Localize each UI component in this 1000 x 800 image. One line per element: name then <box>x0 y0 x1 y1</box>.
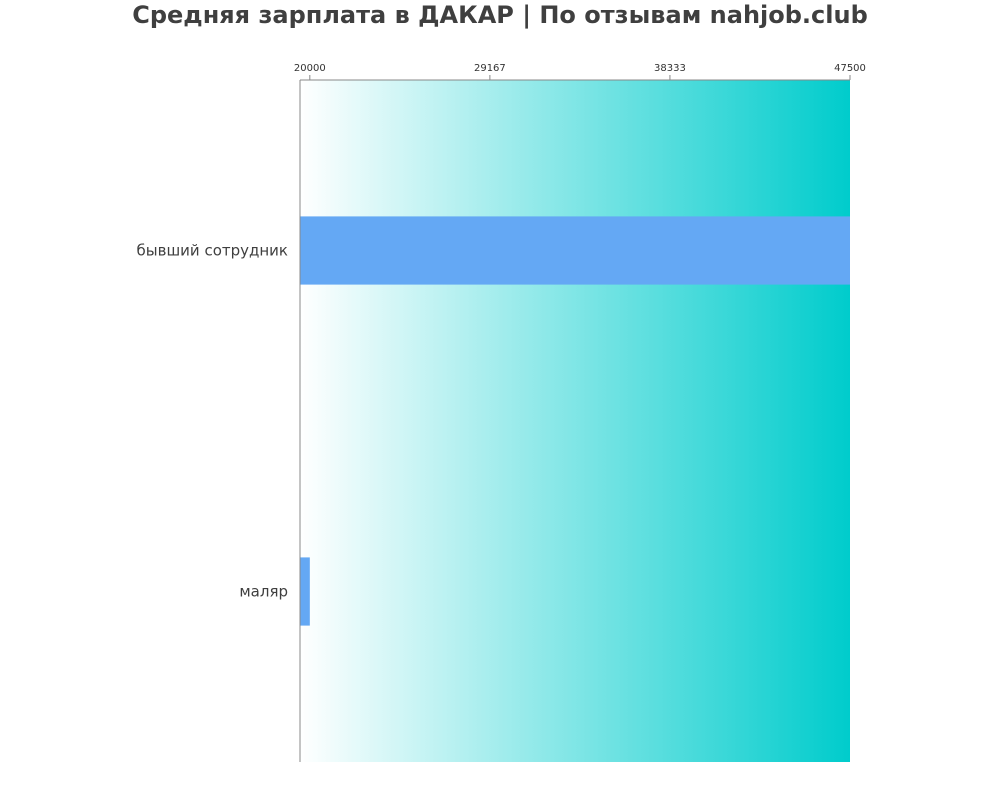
x-tick-label: 20000 <box>294 63 326 74</box>
chart-title: Средняя зарплата в ДАКАР | По отзывам na… <box>132 1 868 29</box>
x-tick-label: 47500 <box>834 63 866 74</box>
x-tick-label: 38333 <box>654 63 686 74</box>
bars-layer <box>300 216 850 626</box>
axis-layer: 20000 29167 38333 47500 <box>294 63 866 762</box>
category-labels: бывший сотрудник маляр <box>137 242 288 601</box>
plot-background <box>300 80 850 762</box>
x-tick-label: 29167 <box>474 63 506 74</box>
bar-2 <box>300 557 310 626</box>
category-label: маляр <box>239 583 288 601</box>
bar-1 <box>300 216 850 285</box>
category-label: бывший сотрудник <box>137 242 288 260</box>
